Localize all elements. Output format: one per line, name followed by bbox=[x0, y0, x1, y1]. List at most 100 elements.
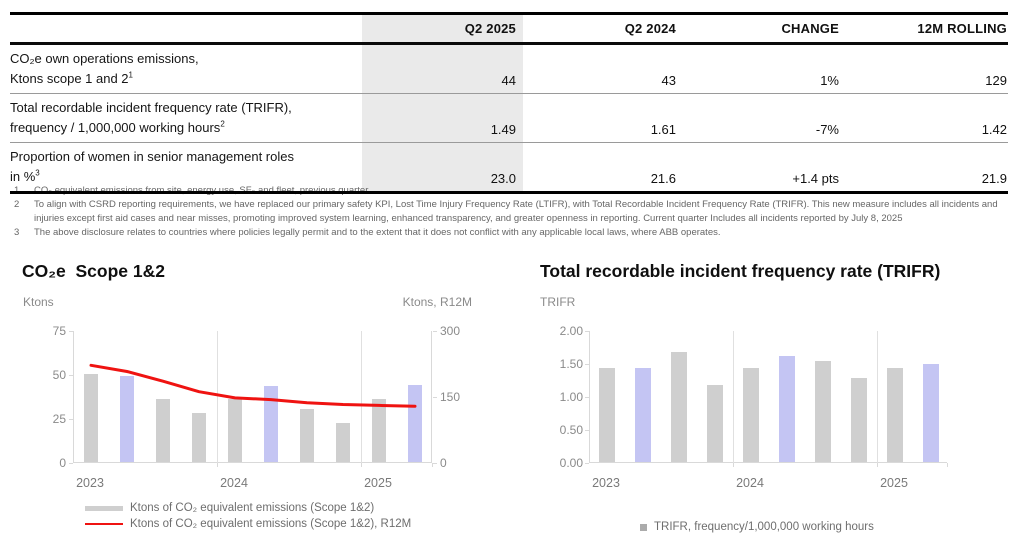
row-label-line2-text: frequency / 1,000,000 working hours bbox=[10, 119, 221, 135]
co2e-left-tick-75: 75 bbox=[52, 324, 66, 338]
co2e-chart-title: CO₂e Scope 1&2 bbox=[22, 261, 165, 281]
trifr-bar-10 bbox=[923, 363, 939, 462]
col-header-q2-2024: Q2 2024 bbox=[624, 21, 676, 36]
year-separator bbox=[361, 331, 362, 463]
trifr-chart-title: Total recordable incident frequency rate… bbox=[540, 261, 941, 281]
co2e-left-tick-50: 50 bbox=[52, 368, 66, 382]
footnote-number: 3 bbox=[14, 227, 20, 239]
row-label-line2-text: in % bbox=[10, 168, 36, 184]
y-tick-mark bbox=[585, 430, 589, 431]
value-change: -7% bbox=[815, 122, 839, 137]
trifr-axis-label: TRIFR bbox=[540, 295, 576, 309]
square-swatch bbox=[640, 523, 647, 531]
co2e-legend-line: Ktons of CO₂ equivalent emissions (Scope… bbox=[85, 518, 411, 530]
co2e-left-axis-label: Ktons bbox=[23, 295, 54, 309]
footnote-number: 1 bbox=[14, 185, 20, 196]
col-header-q2-2025: Q2 2025 bbox=[464, 21, 516, 36]
value-q2-2024: 1.61 bbox=[650, 122, 676, 137]
footnotes: 1 CO₂ equivalent emissions from site, en… bbox=[10, 184, 1008, 240]
trifr-bar-7 bbox=[815, 361, 831, 462]
row-label: CO₂e own operations emissions, Ktons sco… bbox=[10, 49, 362, 88]
footnote-text: CO₂ equivalent emissions from site, ener… bbox=[34, 185, 369, 196]
trifr-bar-9 bbox=[887, 368, 903, 462]
value-12m-rolling: 1.42 bbox=[981, 122, 1007, 137]
trifr-chart: Total recordable incident frequency rate… bbox=[512, 255, 1024, 560]
value-change: 1% bbox=[820, 73, 839, 88]
trifr-tick-0.00: 0.00 bbox=[559, 456, 583, 470]
footnote-ref-3: 3 bbox=[35, 168, 40, 178]
x-tick-mark bbox=[432, 463, 433, 467]
co2e-year-label-2024: 2024 bbox=[220, 476, 248, 490]
col-header-12m-rolling: 12M ROLLING bbox=[917, 21, 1007, 36]
trifr-tick-2.00: 2.00 bbox=[559, 324, 583, 338]
year-separator bbox=[217, 331, 218, 463]
value-q2-2025: 1.49 bbox=[490, 122, 516, 137]
kpi-table: Q2 2025 Q2 2024 CHANGE 12M ROLLING CO₂e … bbox=[10, 12, 1008, 194]
trifr-year-label-2025: 2025 bbox=[880, 476, 908, 490]
row-label-line2: Ktons scope 1 and 21 bbox=[10, 69, 362, 89]
x-tick-mark bbox=[361, 463, 362, 467]
co2e-bar-10 bbox=[408, 384, 422, 462]
y-tick-mark bbox=[585, 364, 589, 365]
co2e-right-axis-label: Ktons, R12M bbox=[402, 295, 472, 309]
value-12m-rolling: 21.9 bbox=[981, 171, 1007, 186]
row-label-line1: CO₂e own operations emissions, bbox=[10, 51, 199, 66]
trifr-bar-6 bbox=[779, 355, 795, 462]
co2e-bar-6 bbox=[264, 386, 278, 462]
trifr-year-label-2023: 2023 bbox=[592, 476, 620, 490]
y-tick-mark bbox=[585, 331, 589, 332]
trifr-tick-0.50: 0.50 bbox=[559, 423, 583, 437]
co2e-right-tick-0: 0 bbox=[440, 456, 447, 470]
y-tick-mark bbox=[69, 463, 73, 464]
co2e-bar-4 bbox=[192, 412, 206, 462]
footnote-1: 1 CO₂ equivalent emissions from site, en… bbox=[10, 184, 1008, 198]
row-label-line1: Proportion of women in senior management… bbox=[10, 149, 294, 164]
row-label: Proportion of women in senior management… bbox=[10, 147, 362, 186]
co2e-year-label-2023: 2023 bbox=[76, 476, 104, 490]
co2e-scope12-chart: CO₂e Scope 1&2 Ktons Ktons, R12M Ktons o… bbox=[0, 255, 512, 560]
footnote-text: To align with CSRD reporting requirement… bbox=[34, 199, 998, 225]
value-change: +1.4 pts bbox=[792, 171, 839, 186]
co2e-bar-9 bbox=[372, 398, 386, 462]
y-tick-mark bbox=[585, 397, 589, 398]
y-tick-mark bbox=[69, 419, 73, 420]
co2e-legend-line-label: Ktons of CO₂ equivalent emissions (Scope… bbox=[130, 518, 412, 530]
trifr-legend-label: TRIFR, frequency/1,000,000 working hours bbox=[654, 521, 874, 533]
trifr-bar-2 bbox=[635, 367, 651, 462]
bar-swatch bbox=[85, 505, 123, 511]
kpi-table-header-row: Q2 2025 Q2 2024 CHANGE 12M ROLLING bbox=[10, 12, 1008, 45]
co2e-right-tick-300: 300 bbox=[440, 324, 461, 338]
y-tick-mark bbox=[69, 331, 73, 332]
trifr-year-label-2024: 2024 bbox=[736, 476, 764, 490]
table-row-women-senior-mgmt: Proportion of women in senior management… bbox=[10, 143, 1008, 194]
y-tick-mark bbox=[69, 375, 73, 376]
trifr-tick-1.00: 1.00 bbox=[559, 390, 583, 404]
trifr-plot-area bbox=[589, 331, 948, 467]
co2e-year-label-2025: 2025 bbox=[364, 476, 392, 490]
value-q2-2024: 43 bbox=[661, 73, 676, 88]
row-label-line1: Total recordable incident frequency rate… bbox=[10, 100, 292, 115]
value-q2-2025: 44 bbox=[501, 73, 516, 88]
trifr-bar-8 bbox=[851, 378, 867, 462]
co2e-r12m-line bbox=[89, 363, 417, 408]
value-12m-rolling: 129 bbox=[985, 73, 1007, 88]
year-separator bbox=[877, 331, 878, 463]
co2e-right-tick-150: 150 bbox=[440, 390, 461, 404]
co2e-bar-3 bbox=[156, 398, 170, 462]
x-tick-mark bbox=[217, 463, 218, 467]
value-q2-2024: 21.6 bbox=[650, 171, 676, 186]
table-row-trifr: Total recordable incident frequency rate… bbox=[10, 94, 1008, 143]
y-tick-mark bbox=[433, 397, 437, 398]
co2e-bar-8 bbox=[336, 423, 350, 462]
footnote-3: 3 The above disclosure relates to countr… bbox=[10, 226, 1008, 240]
co2e-legend-bars-label: Ktons of CO₂ equivalent emissions (Scope… bbox=[130, 502, 375, 514]
line-swatch bbox=[85, 523, 123, 525]
col-header-change: CHANGE bbox=[781, 21, 839, 36]
row-label-line2: frequency / 1,000,000 working hours2 bbox=[10, 118, 362, 138]
row-label-line2: in %3 bbox=[10, 167, 362, 187]
value-q2-2025: 23.0 bbox=[490, 171, 516, 186]
trifr-tick-1.50: 1.50 bbox=[559, 357, 583, 371]
co2e-left-tick-0: 0 bbox=[59, 456, 66, 470]
co2e-left-tick-25: 25 bbox=[52, 412, 66, 426]
